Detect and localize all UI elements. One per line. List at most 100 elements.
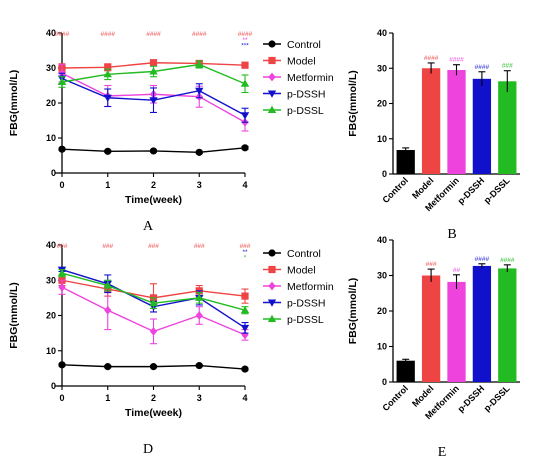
- panel-d-point-Metformin-0: [58, 282, 66, 292]
- panel-e-x-tick-label-Control: Control: [380, 383, 410, 413]
- panel-d-point-Control-2: [149, 363, 158, 371]
- panel-e-bar-Metformin: [447, 281, 466, 382]
- panel-b-x-tick-label-Control: Control: [380, 175, 410, 205]
- panel-b-bar-annotation-Model: ####: [424, 55, 439, 62]
- panel-a-annotation-4-2: ***: [241, 43, 249, 50]
- panel-d-line-chart: 0 10 20 30 40 FBG(mmol/L) 0 1 2 3 4 Time(week) Contr…: [8, 240, 334, 419]
- panel-d-annotation-0-0: ###: [57, 243, 68, 250]
- panel-a-point-Model-1: [104, 63, 112, 71]
- panel-a-x-tick-label-4: 4: [242, 180, 247, 190]
- panel-d-legend-marker-Control: [268, 249, 276, 257]
- panel-d-point-Model-4: [241, 292, 249, 300]
- panel-a-point-Control-3: [195, 148, 203, 156]
- panel-a-point-p-DSSL-4: [240, 79, 250, 87]
- panel-a-point-p-DSSL-0: [57, 77, 67, 85]
- panel-b-bar-Model: [421, 68, 441, 174]
- panel-d-x-tick-label-1: 1: [105, 393, 110, 403]
- panel-d-legend-label-Control: Control: [287, 248, 321, 260]
- panel-d-point-p-DSSH-4: [240, 324, 250, 333]
- panel-e-y-tick-label-10: 10: [377, 342, 387, 352]
- panel-d-annotation-4-2: *: [244, 255, 247, 262]
- panel-d-point-p-DSSL-2: [149, 298, 158, 307]
- panel-a-y-tick-label-40: 40: [46, 28, 56, 38]
- panel-d-point-Control-1: [104, 363, 112, 371]
- panel-e-y-axis-title: FBG(mmol/L): [347, 278, 359, 345]
- panel-e-x-tick-label-p-DSSL: p-DSSL: [482, 383, 512, 413]
- panel-b-bar-annotation-p-DSSH: ####: [475, 64, 490, 71]
- panel-d-legend-marker-p-DSSL: [267, 314, 277, 322]
- panel-b-bar-p-DSSH: [472, 78, 492, 174]
- panel-b-y-axis-title: FBG(mmol/L): [347, 70, 359, 137]
- panel-d-y-tick-label-40: 40: [46, 240, 56, 250]
- panel-b-bar-chart: 010203040FBG(mmol/L)Control####Model####…: [347, 28, 520, 213]
- panel-d-series-p-DSSL: [57, 269, 250, 315]
- panel-d-legend-label-p-DSSH: p-DSSH: [287, 297, 326, 309]
- panel-a-y-tick-label-0: 0: [51, 168, 56, 178]
- panel-d-x-axis-title: Time(week): [125, 407, 182, 419]
- panel-label-a: A: [143, 219, 154, 234]
- panel-d-point-Control-3: [195, 361, 203, 370]
- panel-d-point-Metformin-3: [195, 311, 203, 320]
- panel-d-y-axis-title: FBG(mmol/L): [8, 282, 20, 349]
- panel-a-y-tick-label-10: 10: [46, 133, 56, 143]
- panel-b-y-tick-label-0: 0: [382, 169, 387, 179]
- panel-d-point-p-DSSL-3: [195, 293, 204, 301]
- panel-a-x-tick-label-1: 1: [105, 180, 110, 190]
- panel-a-annotation-2-0: ####: [146, 31, 161, 38]
- panel-d-y-tick-label-10: 10: [46, 346, 56, 356]
- panel-b-bar-annotation-Metformin: ####: [449, 57, 464, 64]
- panel-d-series-Metformin: [58, 279, 249, 345]
- panel-d-y-tick-label-30: 30: [46, 275, 56, 285]
- panel-a-annotation-4-0: ####: [238, 31, 253, 38]
- panel-e-bar-p-DSSL: [498, 268, 517, 382]
- panel-e-y-tick-label-20: 20: [377, 306, 387, 316]
- panel-a-annotation-3-0: ####: [192, 31, 207, 38]
- panel-a-point-p-DSSH-3: [195, 87, 204, 95]
- panel-d-point-p-DSSL-1: [103, 281, 112, 289]
- panel-a-point-Model-4: [241, 61, 249, 69]
- panel-a-point-p-DSSL-2: [149, 67, 158, 75]
- panel-d-legend-marker-p-DSSH: [267, 299, 277, 307]
- panel-a-series-p-DSSL: [57, 60, 250, 94]
- panel-e-x-tick-label-p-DSSH: p-DSSH: [456, 383, 487, 414]
- panel-d-x-tick-label-4: 4: [242, 393, 247, 403]
- panel-a-legend-label-Control: Control: [287, 39, 321, 51]
- panel-d-y-tick-label-20: 20: [46, 311, 56, 321]
- panel-b-bar-Control: [396, 150, 415, 174]
- panel-d-legend-label-Metformin: Metformin: [287, 281, 334, 293]
- panel-a-point-Model-2: [149, 59, 158, 67]
- panel-e-y-tick-label-0: 0: [382, 377, 387, 387]
- panel-d-x-tick-label-2: 2: [151, 393, 156, 403]
- panel-d-point-Control-4: [241, 365, 249, 373]
- panel-d-point-p-DSSL-4: [240, 306, 250, 314]
- panel-a-x-tick-label-2: 2: [151, 180, 156, 190]
- panel-b-y-tick-label-10: 10: [377, 134, 387, 144]
- panel-b-y-tick-label-30: 30: [377, 63, 387, 73]
- panel-d-point-p-DSSL-0: [57, 269, 67, 277]
- panel-d-x-tick-label-3: 3: [197, 393, 202, 403]
- panel-d-legend-label-p-DSSL: p-DSSL: [287, 314, 324, 326]
- panel-b-y-tick-label-20: 20: [377, 99, 387, 109]
- panel-d-annotation-3-0: ###: [194, 243, 205, 250]
- panel-a-legend-label-Model: Model: [287, 55, 316, 67]
- panel-a-legend-marker-Metformin: [268, 72, 276, 82]
- panel-a-annotation-0-0: ####: [55, 31, 70, 38]
- panel-b-bar-p-DSSL: [498, 81, 517, 174]
- panel-a-x-axis-title: Time(week): [125, 194, 182, 206]
- panel-e-bar-annotation-p-DSSH: ####: [475, 256, 490, 263]
- panel-e-bar-Model: [421, 275, 441, 382]
- panel-e-bar-Control: [396, 360, 415, 382]
- panel-e-y-tick-label-40: 40: [377, 235, 387, 245]
- panel-a-legend-marker-Model: [268, 56, 276, 65]
- panel-a-point-Control-4: [241, 144, 249, 152]
- panel-b-x-tick-label-p-DSSL: p-DSSL: [482, 175, 512, 205]
- panel-a-point-p-DSSH-2: [149, 97, 158, 105]
- panel-d-annotation-2-0: ###: [148, 243, 159, 250]
- panel-d-annotation-1-0: ###: [102, 243, 113, 250]
- panel-a-point-p-DSSH-4: [240, 112, 250, 120]
- panel-a-legend-marker-Control: [268, 40, 276, 48]
- panel-a-point-p-DSSL-1: [103, 70, 112, 78]
- panel-a-legend-marker-p-DSSL: [267, 105, 277, 113]
- panel-e-bar-annotation-p-DSSL: ####: [500, 257, 515, 264]
- panel-d-point-Metformin-2: [149, 326, 158, 336]
